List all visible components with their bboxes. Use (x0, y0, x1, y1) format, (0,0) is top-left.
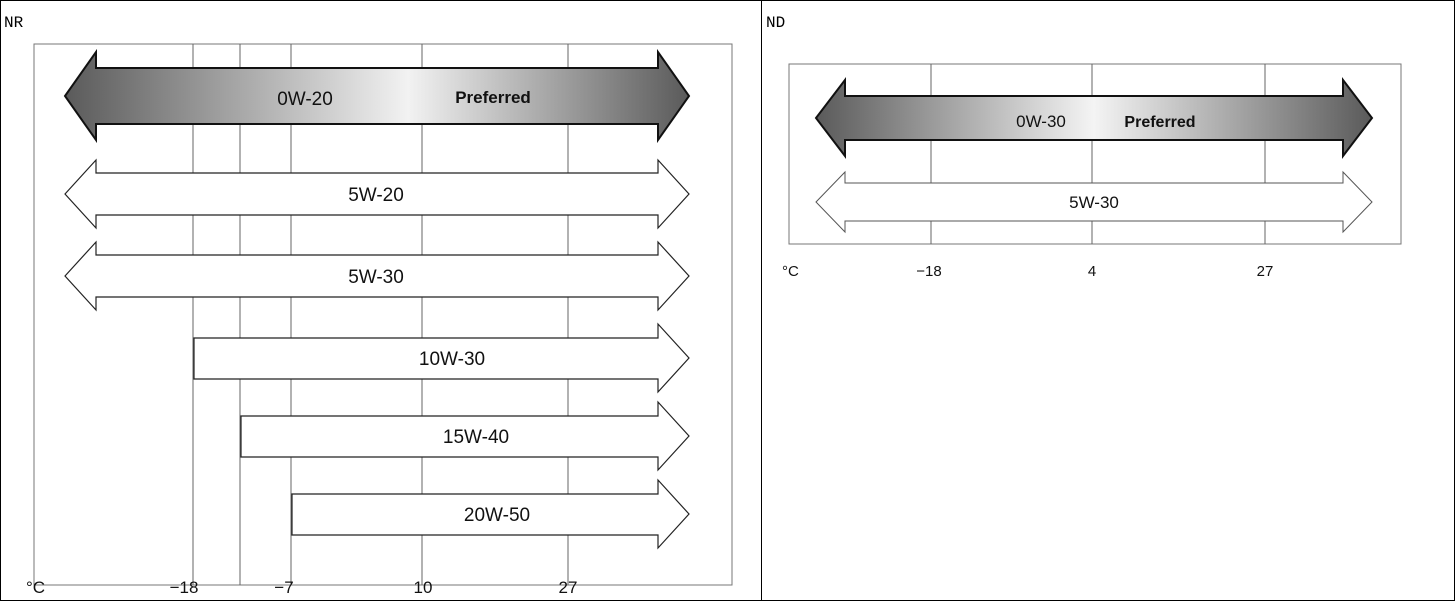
nr-grade-15w40-arrow: 15W-40 (240, 400, 690, 472)
nd-grade-note: Preferred (1124, 114, 1195, 131)
nr-unit-label: °C (26, 578, 45, 597)
nd-tick-label: 4 (1088, 263, 1096, 280)
nr-tick-label: 10 (414, 578, 433, 597)
nr-grade-label: 0W-20 (277, 89, 333, 110)
nd-grade-5w30-arrow: 5W-30 (815, 170, 1373, 234)
nd-grade-label: 5W-30 (1069, 193, 1119, 212)
nr-grade-label: 20W-50 (464, 505, 530, 526)
nr-grade-label: 10W-30 (419, 349, 485, 370)
nd-grade-0w30-arrow: 0W-30 Preferred (814, 77, 1374, 159)
nr-grade-5w20-arrow: 5W-20 (64, 158, 690, 230)
nd-tick-label: 27 (1257, 263, 1274, 280)
nr-tick-label: 27 (559, 578, 578, 597)
nr-chart: 0W-20 Preferred 5W-20 5W-30 10W-30 15W-4… (26, 43, 733, 597)
nr-tick-label: −18 (170, 578, 199, 597)
nd-tick-label: −18 (916, 263, 941, 280)
nr-grade-0w20-arrow: 0W-20 Preferred (63, 48, 691, 144)
nr-grade-10w30-arrow: 10W-30 (193, 322, 690, 394)
cell-label-nr: NR (4, 14, 24, 32)
nr-grade-5w30-arrow: 5W-30 (64, 240, 690, 312)
nr-tick-label: −7 (274, 578, 293, 597)
cell-label-nd: ND (766, 14, 786, 32)
nr-grade-label: 15W-40 (443, 427, 509, 448)
nr-grade-label: 5W-20 (348, 185, 404, 206)
nd-grade-label: 0W-30 (1016, 112, 1066, 131)
nd-unit-label: °C (782, 263, 799, 280)
nr-grade-note: Preferred (455, 88, 531, 107)
cell-divider (761, 0, 762, 601)
nr-grade-20w50-arrow: 20W-50 (291, 478, 690, 550)
nd-chart: 0W-30 Preferred 5W-30 °C −18 4 27 (782, 63, 1402, 280)
nr-grade-label: 5W-30 (348, 267, 404, 288)
